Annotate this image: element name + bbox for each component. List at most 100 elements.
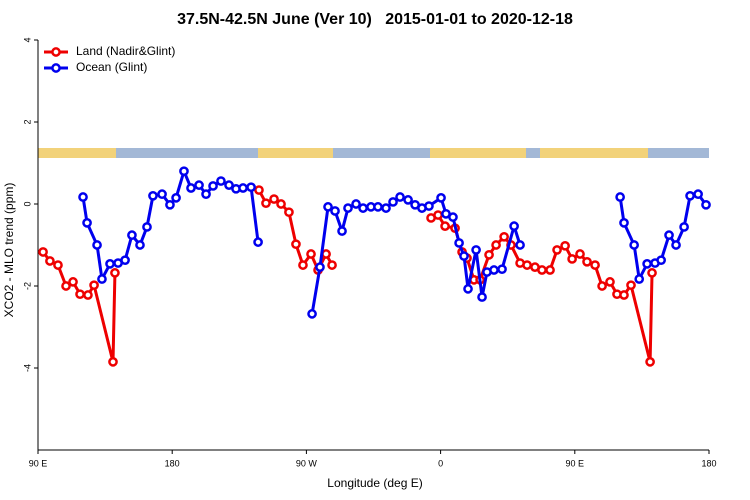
data-point [110,268,120,278]
data-point [269,194,279,204]
data-point [642,259,652,269]
data-point [323,202,333,212]
data-point [358,203,368,213]
data-point [448,212,458,222]
land-mask-strip [38,148,709,158]
y-tick-label: -4 [22,364,32,372]
data-point [148,190,158,201]
x-tick-label: 90 W [296,458,318,468]
data-point [78,192,88,202]
data-point [619,218,629,228]
data-point [208,181,218,191]
data-point [186,183,196,193]
data-point [656,255,666,266]
data-point [108,357,118,367]
data-point [664,230,674,241]
data-point [484,249,494,260]
data-point [351,199,361,209]
data-point [552,245,562,255]
legend-label: Land (Nadir&Glint) [76,44,175,58]
data-point [629,240,639,250]
data-point [83,290,93,300]
data-point [634,274,645,284]
data-point [201,189,211,200]
data-point [509,221,519,231]
data-point [307,309,317,319]
data-point [97,274,107,284]
data-point [575,249,585,259]
x-axis-label: Longitude (deg E) [327,476,422,490]
data-point [685,190,695,201]
data-point [403,195,413,205]
y-tick-label: 2 [22,119,32,124]
data-point [582,256,592,267]
data-point [590,260,600,270]
data-point [515,240,525,250]
data-point [693,189,703,200]
data-point [89,280,99,291]
data-point [647,268,657,278]
x-tick-label: 180 [701,458,716,468]
data-point [120,255,130,266]
data-point [471,245,481,255]
data-point [645,357,655,367]
legend-label: Ocean (Glint) [76,60,147,74]
data-point [194,180,204,190]
data-point [671,240,681,250]
data-point [135,240,145,250]
x-tick-label: 0 [438,458,443,468]
data-point [436,193,446,203]
data-point [459,251,469,261]
data-point [92,240,102,250]
data-point [45,256,55,266]
data-point [605,277,615,287]
y-tick-label: 4 [22,37,32,42]
data-point [216,176,226,186]
data-point [615,192,625,202]
data-point [327,260,337,270]
data-point [68,277,78,287]
data-point [424,201,434,211]
legend-marker [51,47,61,57]
data-point [75,289,85,300]
data-point [276,199,286,209]
data-point [284,207,294,218]
legend-marker [51,63,61,73]
data-point [454,238,464,248]
data-point [597,281,607,291]
chart-title: 37.5N-42.5N June (Ver 10) 2015-01-01 to … [177,11,573,28]
data-point [315,262,325,272]
data-point [179,166,189,177]
data-point [522,260,532,270]
data-point [499,231,509,242]
data-point [619,290,629,300]
data-point [53,260,63,270]
data-point [388,197,398,207]
data-point [343,203,353,213]
data-point [157,189,167,200]
data-point [224,180,234,190]
data-point [253,237,263,247]
x-tick-label: 180 [165,458,180,468]
data-point [142,222,152,232]
series-line [41,189,654,363]
x-tick-label: 90 E [566,458,585,468]
y-tick-label: -2 [22,282,32,290]
data-point [238,183,248,193]
data-point [373,202,383,212]
data-point [105,259,115,269]
data-point [246,182,256,193]
data-point [38,247,48,257]
data-point [701,199,711,210]
data-point [306,249,316,259]
data-point [291,239,301,250]
y-axis-label: XCO2 - MLO trend (ppm) [2,183,16,318]
data-point [463,284,473,294]
data-point [440,221,450,231]
data-point [261,198,271,209]
data-point [165,199,175,210]
data-point [477,292,487,302]
data-point [395,192,405,202]
data-point [497,264,507,275]
